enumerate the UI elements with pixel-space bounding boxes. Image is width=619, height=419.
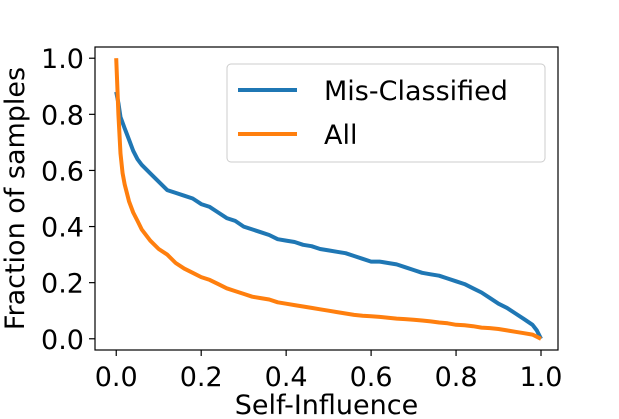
y-tick-label: 1.0 bbox=[41, 44, 84, 75]
x-tick-label: 0.8 bbox=[435, 362, 478, 393]
y-tick-label: 0.0 bbox=[41, 325, 84, 356]
y-axis-label: Fraction of samples bbox=[0, 67, 31, 330]
x-tick-label: 1.0 bbox=[520, 362, 563, 393]
x-axis-label: Self-Influence bbox=[235, 390, 418, 419]
y-tick-label: 0.4 bbox=[41, 213, 84, 244]
y-tick-label: 0.6 bbox=[41, 156, 84, 187]
x-tick-label: 0.2 bbox=[180, 362, 223, 393]
x-tick-label: 0.6 bbox=[350, 362, 393, 393]
x-tick-label: 0.0 bbox=[95, 362, 138, 393]
axes: 0.0 0.2 0.4 0.6 0.8 1.0 0.0 0.2 0.4 0.6 0.8 1.0 bbox=[41, 44, 562, 393]
plot-area bbox=[114, 58, 543, 341]
legend-label: Mis-Classified bbox=[324, 76, 508, 107]
y-tick-label: 0.8 bbox=[41, 100, 84, 131]
series-line-all bbox=[114, 58, 542, 341]
legend-label: All bbox=[324, 120, 357, 151]
legend-box bbox=[226, 63, 546, 163]
y-tick-label: 0.2 bbox=[41, 269, 84, 300]
legend: Mis-Classified All bbox=[226, 63, 546, 163]
series-line-mis-classified bbox=[114, 91, 543, 340]
x-tick-label: 0.4 bbox=[265, 362, 308, 393]
plot-frame bbox=[94, 46, 559, 351]
